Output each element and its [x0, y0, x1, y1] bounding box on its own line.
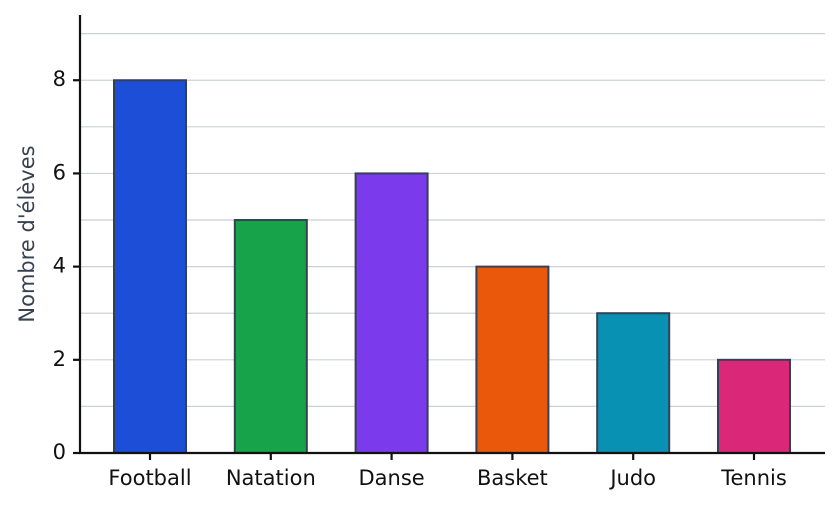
bar — [596, 312, 671, 454]
x-tick-label: Natation — [226, 466, 316, 490]
y-tick-label: 0 — [53, 440, 66, 464]
x-tick-label: Basket — [477, 466, 548, 490]
bar — [113, 79, 187, 454]
y-tick-label: 6 — [53, 160, 66, 184]
x-tick-label: Judo — [608, 466, 656, 490]
y-axis-label: Nombre d'élèves — [15, 145, 39, 322]
bar — [475, 265, 550, 455]
y-tick-label: 2 — [53, 347, 66, 371]
x-tick-label: Tennis — [720, 466, 787, 490]
bar — [717, 358, 791, 454]
y-tick-label: 4 — [53, 254, 66, 278]
bar — [233, 219, 308, 454]
x-tick-label: Football — [108, 466, 191, 490]
x-tick-label: Danse — [358, 466, 424, 490]
y-tick-label: 8 — [53, 67, 66, 91]
bar — [354, 172, 429, 454]
